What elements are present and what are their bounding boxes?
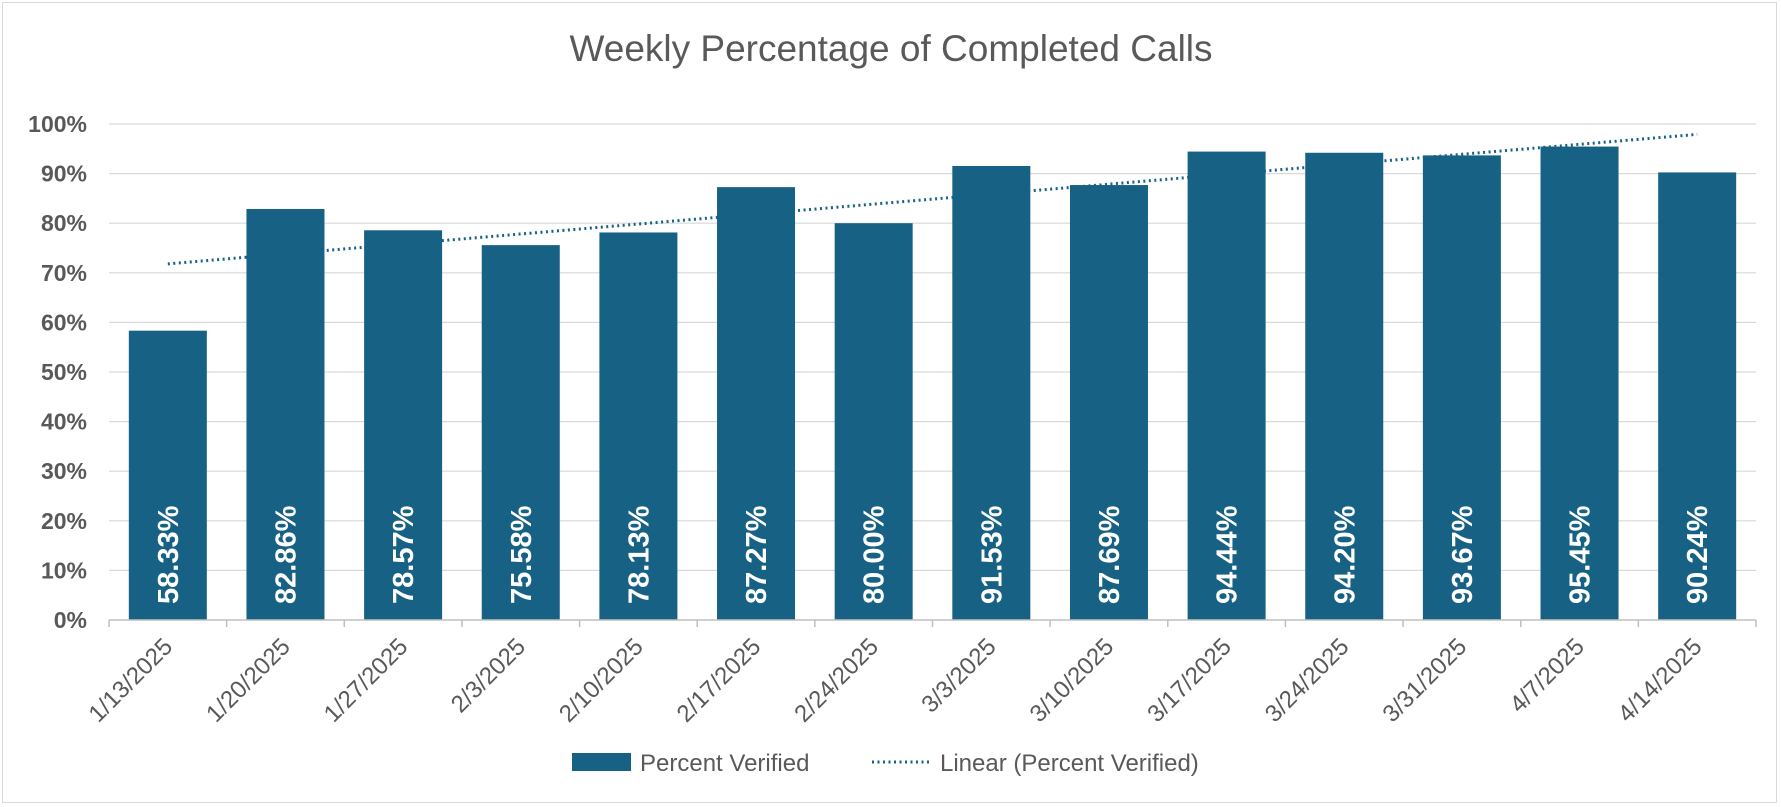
bar xyxy=(599,232,678,620)
bar xyxy=(128,330,207,620)
data-label: 91.53% xyxy=(976,505,1008,604)
data-label: 78.13% xyxy=(623,505,655,604)
bar xyxy=(1540,146,1619,620)
x-tick-label: 2/24/2025 xyxy=(789,633,884,728)
y-tick-label: 80% xyxy=(41,210,87,236)
bar xyxy=(364,230,443,621)
bar xyxy=(246,209,325,620)
x-axis: 1/13/2025 1/20/2025 1/27/2025 2/3/2025 2/10/… xyxy=(83,619,1757,728)
data-label: 87.69% xyxy=(1094,505,1126,604)
x-tick-label: 2/17/2025 xyxy=(672,633,767,728)
x-tick-label: 1/27/2025 xyxy=(319,633,414,728)
x-tick-label: 3/3/2025 xyxy=(916,633,1001,718)
data-label: 82.86% xyxy=(270,505,302,604)
chart-title: Weekly Percentage of Completed Calls xyxy=(569,28,1212,69)
x-tick-label: 3/10/2025 xyxy=(1025,633,1120,728)
y-tick-label: 30% xyxy=(41,458,87,484)
legend-swatch-percent-verified xyxy=(572,753,631,771)
y-tick-label: 60% xyxy=(41,309,87,335)
y-tick-label: 90% xyxy=(41,161,87,187)
bar xyxy=(1658,172,1737,620)
data-label: 95.45% xyxy=(1565,505,1597,604)
x-tick-label: 3/17/2025 xyxy=(1142,633,1237,728)
legend: Percent Verified Linear (Percent Verifie… xyxy=(572,750,1199,777)
x-tick-label: 4/14/2025 xyxy=(1613,633,1708,728)
bar xyxy=(481,245,560,620)
data-label: 94.20% xyxy=(1329,505,1361,604)
chart-canvas: Weekly Percentage of Completed Calls 0%1… xyxy=(28,28,1757,777)
x-tick-label: 2/3/2025 xyxy=(446,633,531,718)
gridlines xyxy=(109,123,1756,572)
legend-label-trendline: Linear (Percent Verified) xyxy=(940,750,1199,777)
y-tick-label: 40% xyxy=(41,409,87,435)
y-tick-label: 20% xyxy=(41,508,87,534)
x-tick-label: 1/20/2025 xyxy=(201,633,296,728)
bar xyxy=(1305,152,1384,620)
data-label: 90.24% xyxy=(1682,505,1714,604)
legend-label-percent-verified: Percent Verified xyxy=(640,750,809,777)
bar xyxy=(717,187,796,620)
bar xyxy=(1069,185,1148,620)
y-tick-label: 10% xyxy=(41,557,87,583)
data-label: 93.67% xyxy=(1447,505,1479,604)
x-tick-label: 4/7/2025 xyxy=(1505,633,1590,718)
y-tick-label: 100% xyxy=(28,111,87,137)
bar xyxy=(1187,151,1266,620)
y-axis: 0% 10% 20% 30% 40% 50% 60% 70% 80% 90% 100% xyxy=(28,111,87,633)
x-tick-label: 2/10/2025 xyxy=(554,633,649,728)
y-tick-label: 0% xyxy=(54,607,87,633)
bar-series-percent-verified: 58.33% 82.86% 78.57% 75.58% 78.13% 87.27% 80.0… xyxy=(128,146,1737,621)
y-tick-label: 70% xyxy=(41,260,87,286)
bar xyxy=(952,166,1031,620)
data-label: 58.33% xyxy=(153,505,185,604)
bar xyxy=(834,223,913,620)
x-tick-label: 3/24/2025 xyxy=(1260,633,1355,728)
x-tick-label: 1/13/2025 xyxy=(83,633,178,728)
data-label: 80.00% xyxy=(859,505,891,604)
x-tick-label: 3/31/2025 xyxy=(1378,633,1473,728)
y-tick-label: 50% xyxy=(41,359,87,385)
data-label: 87.27% xyxy=(741,505,773,604)
data-label: 75.58% xyxy=(506,505,538,604)
bar xyxy=(1422,155,1501,621)
data-label: 94.44% xyxy=(1212,505,1244,604)
data-label: 78.57% xyxy=(388,505,420,604)
